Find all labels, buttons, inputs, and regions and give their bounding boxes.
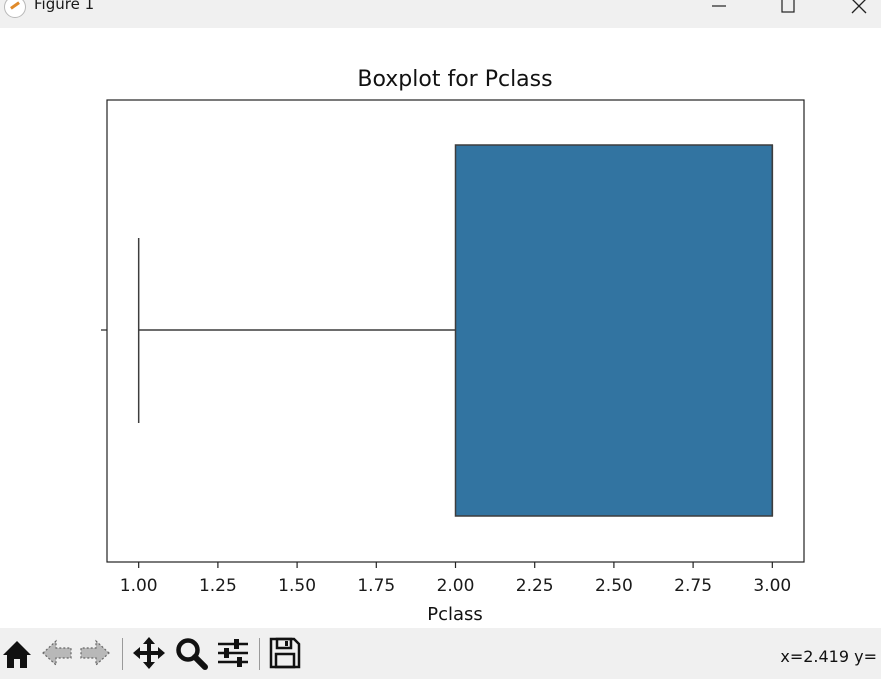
home-icon — [3, 641, 31, 668]
box-iqr — [454, 144, 774, 517]
toolbar-separator — [122, 638, 123, 670]
forward-button[interactable] — [78, 636, 112, 670]
x-tick-label: 1.00 — [120, 576, 158, 596]
zoom-button[interactable] — [174, 636, 208, 670]
back-button[interactable] — [40, 636, 74, 670]
pan-button[interactable] — [132, 636, 166, 670]
maximize-icon — [781, 0, 795, 13]
cursor-coordinates: x=2.419 y= — [780, 647, 877, 666]
configure-subplots-icon — [218, 639, 248, 667]
close-button[interactable] — [836, 0, 881, 22]
pan-icon — [133, 637, 165, 669]
configure-subplots-button[interactable] — [216, 636, 250, 670]
app-icon — [4, 0, 26, 18]
close-icon — [851, 0, 867, 14]
save-button[interactable] — [268, 636, 302, 670]
minimize-button[interactable] — [696, 0, 742, 22]
x-tick-label: 2.75 — [674, 576, 712, 596]
x-axis-label: Pclass — [427, 604, 483, 625]
back-arrow-icon — [42, 639, 72, 667]
x-tick-label: 2.00 — [437, 576, 475, 596]
x-axis-ticks: 1.00 1.25 1.50 1.75 2.00 2.25 2.50 2.75 3.00 — [120, 562, 791, 596]
zoom-icon — [176, 638, 208, 670]
save-icon — [269, 637, 301, 669]
x-tick-label: 1.50 — [278, 576, 316, 596]
toolbar-separator — [259, 638, 260, 670]
x-tick-label: 2.50 — [595, 576, 633, 596]
boxplot-chart: Boxplot for Pclass 1.00 1.25 1.50 1.75 2.00 2… — [101, 67, 805, 625]
x-tick-label: 2.25 — [516, 576, 554, 596]
navigation-toolbar: x=2.419 y= — [0, 628, 881, 679]
x-tick-label: 3.00 — [753, 576, 791, 596]
home-button[interactable] — [0, 636, 34, 670]
maximize-button[interactable] — [765, 0, 811, 22]
title-bar: Figure 1 — [0, 0, 881, 28]
figure-canvas[interactable]: Boxplot for Pclass 1.00 1.25 1.50 1.75 2.00 2… — [0, 28, 881, 628]
minimize-icon — [712, 5, 726, 7]
x-tick-label: 1.75 — [357, 576, 395, 596]
x-tick-label: 1.25 — [199, 576, 237, 596]
window-title: Figure 1 — [34, 0, 95, 13]
forward-arrow-icon — [80, 639, 110, 667]
chart-title: Boxplot for Pclass — [357, 67, 552, 92]
